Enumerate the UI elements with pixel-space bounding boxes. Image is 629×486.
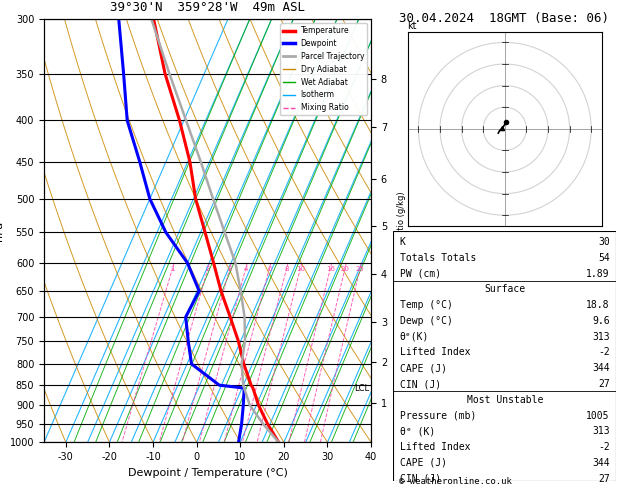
Text: 27: 27 xyxy=(598,379,610,389)
Text: 3: 3 xyxy=(228,266,232,272)
Text: kt: kt xyxy=(408,21,417,31)
Text: 1005: 1005 xyxy=(586,411,610,420)
Text: CAPE (J): CAPE (J) xyxy=(400,363,447,373)
Text: 2: 2 xyxy=(206,266,210,272)
Legend: Temperature, Dewpoint, Parcel Trajectory, Dry Adiabat, Wet Adiabat, Isotherm, Mi: Temperature, Dewpoint, Parcel Trajectory… xyxy=(280,23,367,115)
Text: 16: 16 xyxy=(326,266,335,272)
Text: 10: 10 xyxy=(296,266,305,272)
Text: 30.04.2024  18GMT (Base: 06): 30.04.2024 18GMT (Base: 06) xyxy=(399,12,610,25)
Text: 313: 313 xyxy=(592,332,610,342)
Text: Dewp (°C): Dewp (°C) xyxy=(400,316,453,326)
Y-axis label: hPa: hPa xyxy=(0,221,4,241)
Text: -2: -2 xyxy=(598,347,610,358)
Text: © weatheronline.co.uk: © weatheronline.co.uk xyxy=(399,477,512,486)
Text: K: K xyxy=(400,237,406,247)
Text: Mixing Ratio (g/kg): Mixing Ratio (g/kg) xyxy=(398,191,406,271)
Text: 4: 4 xyxy=(243,266,248,272)
Text: 54: 54 xyxy=(598,253,610,263)
Text: 8: 8 xyxy=(284,266,289,272)
Y-axis label: km
ASL: km ASL xyxy=(403,231,421,252)
Text: CAPE (J): CAPE (J) xyxy=(400,458,447,468)
Text: Lifted Index: Lifted Index xyxy=(400,347,470,358)
Text: 313: 313 xyxy=(592,426,610,436)
Text: 344: 344 xyxy=(592,458,610,468)
Text: 20: 20 xyxy=(340,266,349,272)
Text: 18.8: 18.8 xyxy=(586,300,610,310)
Text: Totals Totals: Totals Totals xyxy=(400,253,476,263)
Text: 1: 1 xyxy=(170,266,175,272)
Text: PW (cm): PW (cm) xyxy=(400,269,441,278)
Text: 6: 6 xyxy=(267,266,272,272)
Text: Most Unstable: Most Unstable xyxy=(467,395,543,405)
Title: 39°30'N  359°28'W  49m ASL: 39°30'N 359°28'W 49m ASL xyxy=(110,1,305,14)
Text: -2: -2 xyxy=(598,442,610,452)
Text: Surface: Surface xyxy=(484,284,525,295)
Text: θᵉ (K): θᵉ (K) xyxy=(400,426,435,436)
Text: 30: 30 xyxy=(598,237,610,247)
Text: CIN (J): CIN (J) xyxy=(400,474,441,484)
Text: LCL: LCL xyxy=(353,383,369,393)
Text: Lifted Index: Lifted Index xyxy=(400,442,470,452)
Text: 1.89: 1.89 xyxy=(586,269,610,278)
Text: CIN (J): CIN (J) xyxy=(400,379,441,389)
X-axis label: Dewpoint / Temperature (°C): Dewpoint / Temperature (°C) xyxy=(128,468,287,478)
Text: 27: 27 xyxy=(598,474,610,484)
Text: 25: 25 xyxy=(355,266,364,272)
Text: Temp (°C): Temp (°C) xyxy=(400,300,453,310)
Text: Pressure (mb): Pressure (mb) xyxy=(400,411,476,420)
Text: 9.6: 9.6 xyxy=(592,316,610,326)
Text: θᵉ(K): θᵉ(K) xyxy=(400,332,429,342)
Text: 344: 344 xyxy=(592,363,610,373)
